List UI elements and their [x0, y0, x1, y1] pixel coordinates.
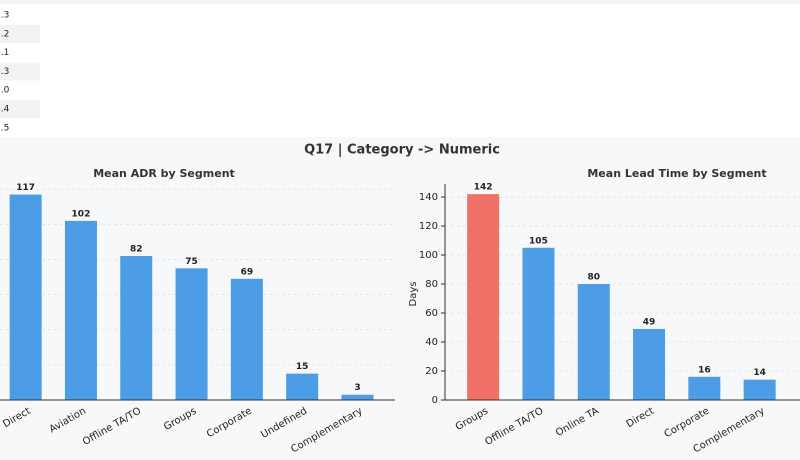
bar [688, 376, 721, 400]
value-label: 102 [72, 209, 91, 219]
value-label: 16 [698, 365, 711, 375]
bar [743, 379, 776, 400]
value-label: 14 [753, 368, 766, 378]
value-label: 142 [474, 183, 493, 193]
y-tick-label: 0 [432, 395, 438, 406]
bar [633, 328, 666, 400]
value-label: 49 [643, 317, 656, 327]
table-row-bg [0, 24, 40, 43]
figure-background [0, 137, 800, 460]
bar [64, 220, 97, 400]
figure-title: Q17 | Category -> Numeric [304, 143, 500, 158]
chart-title: Mean ADR by Segment [93, 167, 235, 180]
table-cell: 5.3 [0, 11, 9, 21]
table-cell: 9.1 [0, 48, 9, 58]
bar [286, 373, 319, 400]
table-cell: 3.4 [0, 105, 10, 115]
value-label: 15 [296, 362, 309, 372]
top-strip [0, 0, 800, 4]
y-axis-label: Days [408, 282, 419, 307]
value-label: 82 [130, 245, 143, 255]
bar [9, 194, 42, 400]
chart-title: Mean Lead Time by Segment [587, 167, 766, 180]
bar [120, 256, 153, 400]
value-label: 75 [185, 257, 198, 267]
y-tick-label: 20 [425, 366, 438, 377]
bar [577, 284, 610, 400]
value-label: 3 [354, 383, 360, 393]
y-tick-label: 40 [425, 337, 438, 348]
table: 5.3 3.2 9.1 5.3 5.0 3.4 1.5 [0, 11, 40, 133]
y-tick-label: 80 [425, 279, 438, 290]
value-label: 69 [241, 267, 254, 277]
table-cell: 5.3 [0, 67, 9, 77]
table-row-bg [0, 62, 40, 81]
value-label: 80 [587, 273, 600, 283]
value-label: 117 [16, 183, 35, 193]
y-tick-label: 140 [419, 192, 438, 203]
bar [230, 278, 263, 400]
table-row-bg [0, 100, 40, 118]
y-tick-label: 120 [419, 221, 438, 232]
value-label: 105 [529, 236, 548, 246]
y-tick-label: 100 [419, 250, 438, 261]
table-cell: 3.2 [0, 29, 9, 39]
bar [175, 268, 208, 400]
bar [467, 194, 500, 400]
y-tick-label: 60 [425, 308, 438, 319]
bar [341, 394, 374, 400]
table-cell: 1.5 [0, 123, 9, 133]
bar [522, 247, 555, 400]
table-cell: 5.0 [0, 86, 10, 96]
